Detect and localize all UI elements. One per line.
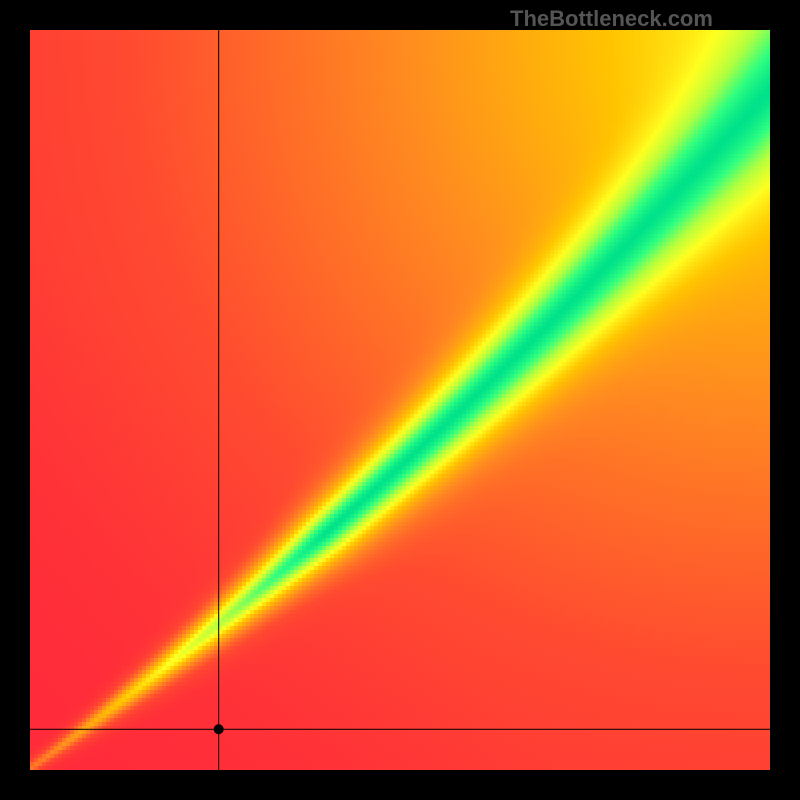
watermark-text: TheBottleneck.com bbox=[510, 6, 713, 32]
chart-container: TheBottleneck.com bbox=[0, 0, 800, 800]
heatmap-canvas bbox=[0, 0, 800, 800]
